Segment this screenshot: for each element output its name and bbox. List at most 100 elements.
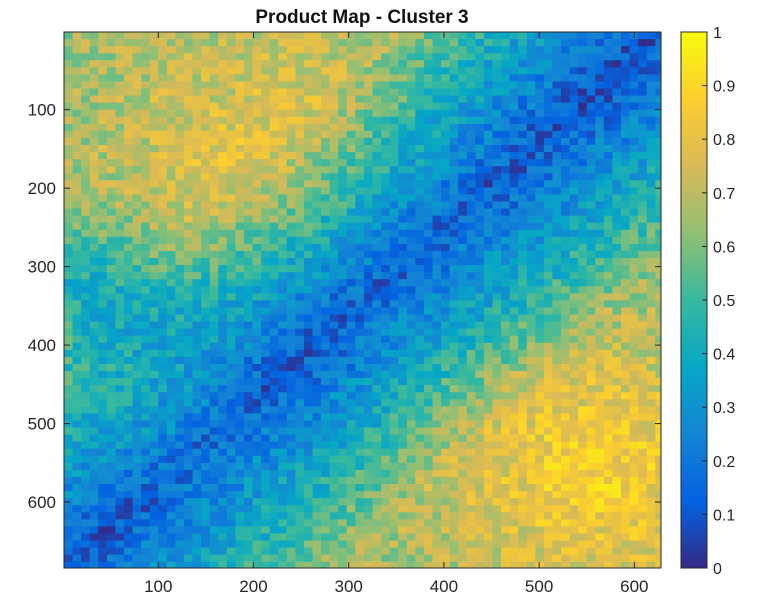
heatmap-cell xyxy=(578,371,588,379)
heatmap-cell xyxy=(346,469,356,478)
heatmap-cell xyxy=(509,385,519,393)
heatmap-cell xyxy=(252,512,262,520)
heatmap-cell xyxy=(586,145,596,153)
heatmap-cell xyxy=(381,116,391,125)
heatmap-cell xyxy=(106,441,117,450)
heatmap-cell xyxy=(355,215,365,224)
heatmap-cell xyxy=(466,505,476,513)
heatmap-cell xyxy=(483,194,494,203)
heatmap-cell xyxy=(406,32,416,40)
heatmap-cell xyxy=(586,406,596,414)
heatmap-cell xyxy=(535,60,545,68)
heatmap-cell xyxy=(183,173,194,181)
heatmap-cell xyxy=(243,32,254,40)
heatmap-cell xyxy=(466,102,476,111)
heatmap-cell xyxy=(621,342,631,351)
heatmap-cell xyxy=(381,491,391,499)
heatmap-cell xyxy=(646,130,656,139)
heatmap-cell xyxy=(269,236,279,245)
heatmap-cell xyxy=(518,39,528,47)
heatmap-cell xyxy=(509,279,519,287)
heatmap-cell xyxy=(252,32,262,40)
heatmap-cell xyxy=(346,526,356,535)
heatmap-cell xyxy=(612,526,622,535)
heatmap-cell xyxy=(338,512,348,520)
heatmap-cell xyxy=(543,300,554,309)
heatmap-cell xyxy=(415,67,425,75)
heatmap-cell xyxy=(201,180,211,188)
heatmap-cell xyxy=(381,342,391,351)
heatmap-cell xyxy=(252,349,262,358)
heatmap-cell xyxy=(458,314,468,323)
heatmap-cell xyxy=(295,215,305,224)
heatmap-cell xyxy=(535,272,545,280)
heatmap-cell xyxy=(381,434,391,443)
heatmap-cell xyxy=(578,145,588,153)
heatmap-cell xyxy=(526,258,536,266)
heatmap-cell xyxy=(115,300,125,309)
heatmap-cell xyxy=(552,498,562,506)
heatmap-cell xyxy=(398,491,408,499)
heatmap-cell xyxy=(363,427,374,436)
heatmap-cell xyxy=(372,145,382,153)
heatmap-cell xyxy=(638,328,648,337)
heatmap-cell xyxy=(312,258,322,266)
heatmap-cell xyxy=(286,166,296,174)
heatmap-cell xyxy=(312,222,322,231)
heatmap-cell xyxy=(458,420,468,429)
heatmap-cell xyxy=(329,152,339,160)
heatmap-cell xyxy=(535,187,545,196)
heatmap-cell xyxy=(543,145,554,153)
heatmap-cell xyxy=(612,300,622,309)
heatmap-cell xyxy=(89,60,99,68)
heatmap-cell xyxy=(449,173,459,181)
heatmap-cell xyxy=(655,53,661,61)
heatmap-cell xyxy=(612,512,622,520)
heatmap-cell xyxy=(612,109,622,118)
heatmap-cell xyxy=(321,116,331,125)
heatmap-cell xyxy=(389,46,399,54)
heatmap-cell xyxy=(98,123,108,132)
heatmap-cell xyxy=(346,498,356,506)
heatmap-cell xyxy=(286,46,296,54)
heatmap-cell xyxy=(158,116,168,125)
heatmap-cell xyxy=(286,243,296,252)
heatmap-cell xyxy=(578,307,588,316)
heatmap-cell xyxy=(638,102,648,111)
heatmap-cell xyxy=(243,314,254,323)
heatmap-cell xyxy=(492,392,502,400)
heatmap-cell xyxy=(98,67,108,75)
heatmap-cell xyxy=(235,123,245,132)
heatmap-cell xyxy=(526,229,536,238)
heatmap-cell xyxy=(603,519,614,527)
heatmap-cell xyxy=(346,137,356,146)
heatmap-cell xyxy=(64,194,74,203)
heatmap-cell xyxy=(303,335,314,344)
heatmap-cell xyxy=(621,462,631,471)
heatmap-cell xyxy=(89,512,99,520)
heatmap-cell xyxy=(483,448,494,457)
heatmap-cell xyxy=(552,123,562,132)
heatmap-cell xyxy=(295,279,305,287)
heatmap-cell xyxy=(141,448,151,457)
heatmap-cell xyxy=(638,81,648,90)
heatmap-cell xyxy=(526,321,536,330)
heatmap-cell xyxy=(235,137,245,146)
heatmap-cell xyxy=(329,173,339,181)
heatmap-cell xyxy=(458,498,468,506)
heatmap-cell xyxy=(355,60,365,68)
heatmap-cell xyxy=(612,484,622,492)
heatmap-cell xyxy=(269,293,279,301)
heatmap-cell xyxy=(449,137,459,146)
heatmap-cell xyxy=(278,279,288,287)
heatmap-cell xyxy=(595,123,605,132)
heatmap-cell xyxy=(158,243,168,252)
heatmap-cell xyxy=(321,434,331,443)
heatmap-cell xyxy=(501,166,511,174)
heatmap-cell xyxy=(363,53,374,61)
heatmap-cell xyxy=(483,215,494,224)
heatmap-cell xyxy=(466,95,476,104)
heatmap-cell xyxy=(149,272,159,280)
heatmap-cell xyxy=(235,455,245,464)
heatmap-cell xyxy=(415,314,425,323)
